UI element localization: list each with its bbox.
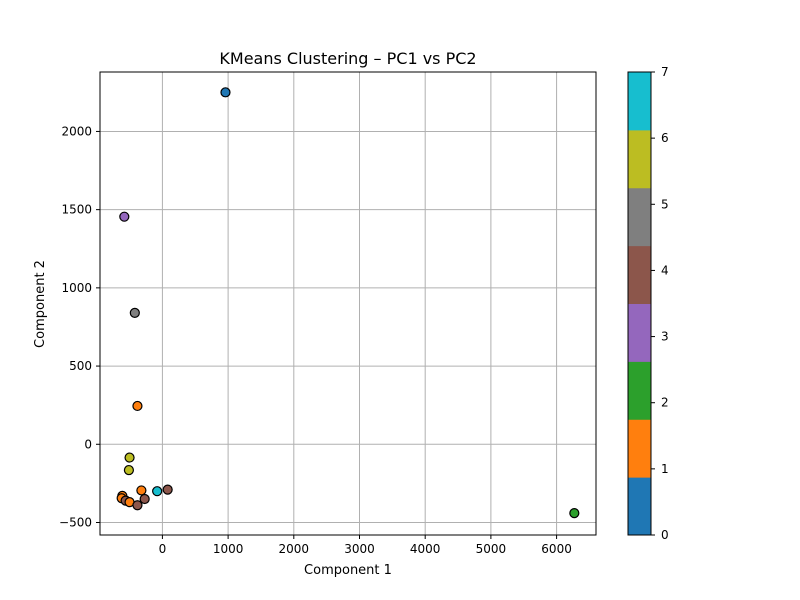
- colorbar-tick-label: 7: [661, 65, 669, 79]
- y-tick-label: 500: [69, 359, 92, 373]
- x-tick-label: 6000: [541, 542, 572, 556]
- plot-frame: [99, 71, 597, 536]
- colorbar: 0 1 2 3 4 5 6 7: [627, 65, 669, 542]
- colorbar-tick-label: 3: [661, 330, 669, 344]
- data-point: [123, 464, 135, 476]
- colorbar-segment: [628, 303, 651, 362]
- colorbar-tick-label: 6: [661, 131, 669, 145]
- colorbar-frame: [627, 71, 652, 536]
- colorbar-tick-label: 0: [661, 528, 669, 542]
- data-point: [136, 485, 147, 496]
- x-tick-label: 5000: [476, 542, 507, 556]
- colorbar-ticks: 0 1 2 3 4 5 6 7: [651, 65, 669, 542]
- colorbar-segment: [628, 72, 651, 131]
- y-axis-label: Component 2: [33, 260, 48, 348]
- colorbar-tick-label: 2: [661, 396, 669, 410]
- y-tick-label: 1500: [61, 203, 92, 217]
- x-tick-label: 2000: [279, 542, 310, 556]
- x-tick-label: 4000: [410, 542, 441, 556]
- y-tick-label: 0: [84, 437, 92, 451]
- y-tick-label: 1000: [61, 281, 92, 295]
- chart-title: KMeans Clustering – PC1 vs PC2: [219, 49, 476, 68]
- colorbar-tick-label: 4: [661, 263, 669, 277]
- data-point: [152, 486, 163, 497]
- gridlines: [100, 72, 596, 535]
- colorbar-segment: [628, 129, 651, 189]
- plot-area: 0 1000 2000 3000 4000 5000 6000 −500 0 500 1000 15…: [59, 71, 597, 556]
- data-point: [124, 452, 135, 463]
- y-tick-label: 2000: [61, 124, 92, 138]
- data-point: [569, 508, 580, 519]
- data-point: [162, 484, 173, 495]
- data-points: [116, 87, 580, 519]
- x-tick-label: 1000: [213, 542, 244, 556]
- colorbar-segment: [628, 361, 651, 420]
- y-axis-ticks: −500 0 500 1000 1500 2000: [59, 124, 100, 529]
- data-point: [132, 400, 143, 412]
- colorbar-tick-label: 1: [661, 462, 669, 476]
- colorbar-segment: [628, 419, 651, 478]
- x-axis-ticks: 0 1000 2000 3000 4000 5000 6000: [159, 535, 572, 556]
- data-point: [220, 87, 231, 98]
- colorbar-segments: [628, 72, 651, 536]
- colorbar-segment: [628, 477, 651, 536]
- y-tick-label: −500: [59, 515, 92, 529]
- colorbar-tick-label: 5: [661, 197, 669, 211]
- data-point: [129, 307, 140, 318]
- x-axis-label: Component 1: [304, 563, 392, 578]
- data-point: [132, 500, 143, 511]
- colorbar-segment: [628, 187, 651, 247]
- colorbar-segment: [628, 245, 651, 304]
- x-tick-label: 0: [159, 542, 167, 556]
- data-point: [139, 493, 150, 505]
- data-point: [119, 211, 130, 222]
- x-tick-label: 3000: [344, 542, 375, 556]
